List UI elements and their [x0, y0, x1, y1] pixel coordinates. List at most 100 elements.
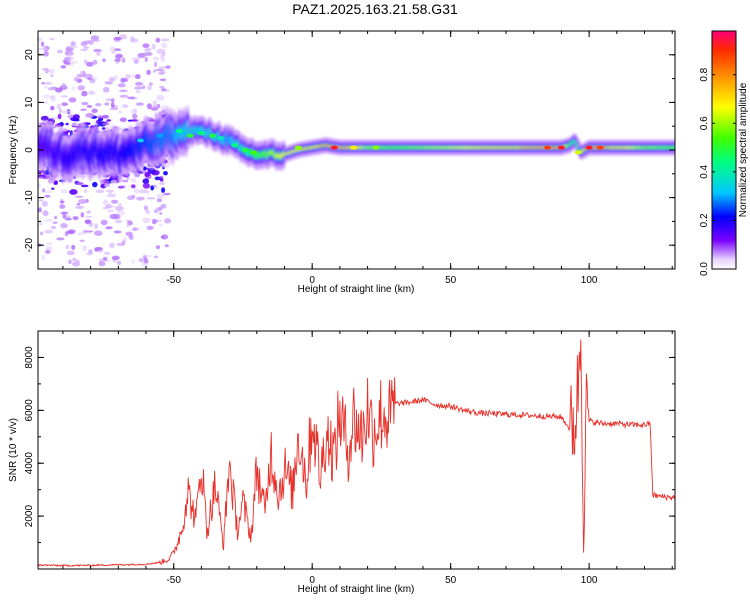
- spectrogram-speckle: [86, 104, 93, 108]
- x-tick-label: 50: [445, 275, 457, 286]
- spectrogram-speckle: [42, 210, 49, 217]
- spectrogram-speckle: [111, 50, 116, 54]
- spectrogram-speckle: [113, 230, 122, 234]
- spectrogram-speckle: [88, 90, 96, 96]
- spectrogram-speckle: [113, 74, 118, 81]
- spectrogram-speckle: [75, 259, 80, 264]
- spectrogram-speckle: [45, 245, 53, 252]
- spectrogram-speckle: [65, 122, 69, 126]
- spectrogram-speckle: [161, 162, 170, 168]
- spectrogram-speckle: [163, 171, 168, 176]
- spectrogram-speckle: [106, 209, 114, 213]
- spectrogram-speckle: [69, 189, 78, 195]
- spectrogram-speckle: [114, 58, 121, 62]
- spectrogram-speckle: [154, 68, 164, 72]
- spectrogram-speckle: [135, 82, 144, 86]
- spectrogram-speckle: [112, 193, 116, 197]
- spectrogram-speckle: [125, 74, 131, 79]
- spectrogram-speckle: [80, 108, 87, 112]
- spectrogram-speckle: [105, 226, 113, 230]
- spectrogram-speckle: [96, 50, 101, 57]
- spectrogram-speckle: [107, 205, 117, 208]
- spectrogram-speckle: [142, 178, 150, 184]
- spectrogram-blob: [156, 133, 164, 138]
- spectrogram-blob: [137, 138, 144, 143]
- spectrogram-speckle: [138, 258, 143, 263]
- spectrogram-speckle: [117, 83, 126, 88]
- spectrogram-speckle: [153, 209, 159, 214]
- spectrogram-speckle: [160, 54, 164, 60]
- spectrogram-speckle: [142, 43, 150, 48]
- spectrogram-speckle: [165, 65, 171, 69]
- spectrogram-speckle: [38, 47, 48, 51]
- spectrogram-blob: [175, 129, 183, 133]
- spectrogram-speckle: [159, 86, 165, 89]
- spectrogram-speckle: [38, 183, 41, 189]
- spectrogram-speckle: [60, 189, 68, 194]
- spectrogram-speckle: [131, 57, 141, 61]
- spectrogram-speckle: [62, 59, 68, 63]
- spectrogram-speckle: [132, 113, 138, 120]
- spectrogram-blob: [231, 143, 239, 148]
- spectrogram-speckle: [78, 199, 87, 204]
- spectrogram-blob: [217, 136, 225, 141]
- spectrogram-speckle: [164, 218, 172, 224]
- spectrogram-speckle: [103, 86, 110, 93]
- spectrogram-blob: [197, 131, 205, 136]
- spectrogram-y-axis: -20 -10 0 10 20: [24, 30, 675, 270]
- spectrogram-speckle: [50, 225, 57, 230]
- spectrogram-speckle: [152, 56, 160, 61]
- spectrogram-blob: [186, 133, 194, 138]
- spectrogram-blob: [242, 148, 250, 152]
- y-tick-label: 6000: [24, 399, 35, 422]
- spectrogram-speckle: [133, 108, 137, 114]
- spectrogram-speckle: [156, 94, 165, 101]
- spectrogram-speckle: [131, 259, 135, 264]
- spectrogram-speckle: [148, 82, 153, 86]
- spectrogram-speckle: [151, 104, 160, 107]
- snr-y-axis: 2000 4000 6000 8000: [24, 330, 675, 544]
- spectrogram-speckle: [159, 223, 163, 227]
- spectrogram-speckle: [91, 77, 98, 80]
- snr-series-line: [38, 339, 675, 567]
- spectrogram-speckle: [111, 199, 119, 204]
- spectrogram-speckle: [130, 177, 137, 183]
- spectrogram-speckle: [154, 176, 161, 181]
- spectrogram-speckle: [121, 104, 129, 108]
- spectrogram-speckle: [80, 48, 88, 52]
- spectrogram-speckle: [69, 60, 78, 64]
- spectrogram-speckle: [77, 232, 84, 236]
- spectrogram-speckle: [121, 240, 126, 246]
- spectrogram-speckle: [145, 254, 153, 258]
- spectrogram-speckle: [65, 51, 74, 56]
- colorbar-tick-label: 0.8: [699, 67, 710, 81]
- spectrogram-blobs: [137, 129, 604, 155]
- spectrogram-speckle: [47, 87, 54, 91]
- spectrogram-speckle: [135, 90, 141, 93]
- spectrogram-speckle: [68, 259, 72, 265]
- spectrogram-speckle: [86, 210, 91, 214]
- spectrogram-speckle: [133, 59, 139, 64]
- spectrogram-speckle: [132, 227, 138, 232]
- y-tick-label: 0: [24, 147, 35, 153]
- spectrogram-speckle: [83, 188, 88, 194]
- spectrogram-speckle: [39, 199, 44, 202]
- spectrogram-speckle: [90, 35, 100, 41]
- spectrogram-speckle: [130, 119, 139, 122]
- spectrogram-speckle: [60, 95, 68, 98]
- x-tick-label: 100: [581, 275, 598, 286]
- spectrogram-speckle: [72, 257, 77, 262]
- spectrogram-speckle: [85, 112, 95, 118]
- spectrogram-speckle: [114, 219, 123, 224]
- spectrogram-blob: [294, 145, 302, 150]
- ridge-core: [672, 146, 675, 149]
- spectrogram-speckle: [71, 122, 80, 127]
- spectrogram-speckle: [142, 217, 151, 223]
- spectrogram-speckle: [144, 56, 148, 63]
- spectrogram-speckle: [143, 205, 148, 211]
- spectrogram-speckle: [158, 71, 165, 75]
- spectrogram-speckle: [44, 229, 53, 234]
- spectrogram-panel: -50 0 50 100 -20 -10 0 10 20 Height of straight…: [8, 30, 676, 295]
- spectrogram-speckle: [141, 85, 146, 90]
- spectrogram-speckle: [102, 122, 110, 126]
